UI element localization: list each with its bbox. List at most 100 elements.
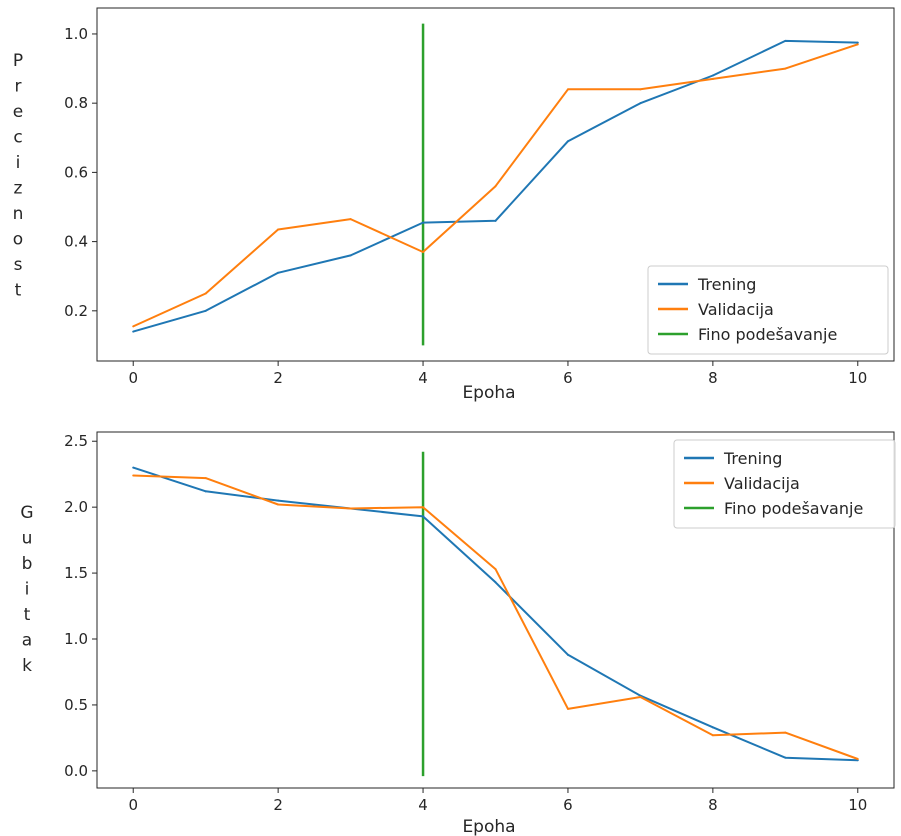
- precision-plot-frame: [96, 7, 895, 362]
- precision-series-trening-point: [639, 102, 642, 105]
- precision-ytick-label: 0.8: [64, 94, 88, 112]
- precision-series-trening-point: [856, 41, 859, 44]
- precision-series-trening-point: [784, 39, 787, 42]
- precision-ylabel-letter: r: [15, 77, 22, 97]
- loss-ylabel-letter: t: [24, 605, 31, 625]
- precision-series-trening-point: [494, 219, 497, 222]
- loss-series-trening-point: [204, 490, 207, 493]
- loss-ytick-label: 1.0: [64, 630, 88, 648]
- precision-series-validacija-point: [639, 88, 642, 91]
- loss-series-trening-point: [422, 515, 425, 518]
- loss-series-validacija-point: [204, 477, 207, 480]
- precision-legend-label: Validacija: [698, 300, 774, 319]
- precision-series-trening-point: [566, 140, 569, 143]
- loss-series-validacija-point: [784, 731, 787, 734]
- precision-series-validacija-point: [277, 228, 280, 231]
- precision-ylabel-letter: i: [16, 153, 21, 173]
- precision-series-validacija-point: [132, 325, 135, 328]
- loss-ytick-label: 2.5: [64, 432, 88, 450]
- precision-series-trening-point: [132, 330, 135, 333]
- precision-ylabel-letter: o: [13, 230, 23, 250]
- precision-series-validacija-point: [349, 218, 352, 221]
- precision-ylabel-letter: s: [14, 255, 23, 275]
- loss-ytick-label: 1.5: [64, 564, 88, 582]
- precision-series-trening-point: [711, 74, 714, 77]
- loss-series-trening-point: [277, 499, 280, 502]
- precision-ylabel-letter: n: [13, 204, 24, 224]
- precision-xtick-label: 2: [273, 369, 283, 387]
- loss-xlabel: Epoha: [462, 817, 515, 836]
- precision-ytick-label: 0.6: [64, 163, 88, 181]
- loss-series-validacija-point: [277, 503, 280, 506]
- loss-legend-label: Fino podešavanje: [724, 499, 863, 518]
- precision-series-validacija-point: [566, 88, 569, 91]
- precision-xtick-label: 4: [418, 369, 428, 387]
- precision-series-trening-point: [349, 254, 352, 257]
- precision-xlabel: Epoha: [462, 383, 515, 403]
- precision-plot-area: 0 2 4 6 8 10 0.2 0.4 0.6 0.8 1.0 Trening Validacija F…: [64, 23, 889, 387]
- loss-series-trening-point: [711, 726, 714, 729]
- loss-series-trening-point: [494, 581, 497, 584]
- loss-ytick-label: 2.0: [64, 498, 88, 516]
- precision-legend: [647, 265, 889, 355]
- loss-xtick-label: 8: [708, 796, 718, 814]
- loss-series-validacija-point: [349, 507, 352, 510]
- precision-series-trening-point: [277, 271, 280, 274]
- loss-ytick-label: 0.0: [64, 762, 88, 780]
- loss-xtick-label: 0: [128, 796, 138, 814]
- precision-ytick-label: 0.2: [64, 302, 88, 320]
- precision-ylabel-letter: P: [13, 51, 23, 71]
- precision-legend-label: Trening: [697, 275, 756, 294]
- precision-series-validacija-point: [711, 77, 714, 80]
- precision-ylabel-letter: z: [14, 179, 23, 199]
- loss-xtick-label: 2: [273, 796, 283, 814]
- precision-ytick-label: 0.4: [64, 233, 88, 251]
- precision-xtick-label: 10: [848, 369, 867, 387]
- loss-ylabel-letter: a: [22, 631, 32, 651]
- precision-xtick-label: 8: [708, 369, 718, 387]
- precision-xtick-label: 6: [563, 369, 573, 387]
- loss-xtick-label: 4: [418, 796, 428, 814]
- loss-legend-label: Validacija: [724, 474, 800, 493]
- precision-ylabel-letter: t: [15, 281, 22, 301]
- precision-series-trening-point: [422, 221, 425, 224]
- loss-series-validacija-point: [422, 506, 425, 509]
- precision-xtick-label: 0: [128, 369, 138, 387]
- loss-xtick-label: 6: [563, 796, 573, 814]
- precision-series-validacija-point: [422, 250, 425, 253]
- loss-ylabel-letter: u: [22, 529, 33, 549]
- precision-series-validacija-point: [784, 67, 787, 70]
- loss-series-trening-point: [784, 756, 787, 759]
- loss-series-trening-point: [566, 653, 569, 656]
- loss-series-validacija-point: [639, 696, 642, 699]
- loss-series-trening-point: [132, 466, 135, 469]
- loss-xtick-label: 10: [848, 796, 867, 814]
- loss-series-validacija-point: [494, 568, 497, 571]
- loss-plot-frame: [96, 431, 895, 789]
- loss-ylabel-letter: G: [20, 503, 33, 523]
- loss-ylabel-letter: k: [22, 656, 32, 676]
- loss-ytick-label: 0.5: [64, 696, 88, 714]
- loss-series-validacija-point: [856, 757, 859, 760]
- precision-ylabel-letter: c: [13, 128, 22, 148]
- loss-series-validacija-point: [566, 707, 569, 710]
- loss-series-validacija-point: [711, 734, 714, 737]
- precision-series-validacija-point: [204, 292, 207, 295]
- loss-legend: [673, 439, 896, 529]
- precision-legend-label: Fino podešavanje: [698, 325, 837, 344]
- precision-ytick-label: 1.0: [64, 25, 88, 43]
- precision-ylabel-letter: e: [13, 102, 23, 122]
- precision-series-validacija-point: [494, 185, 497, 188]
- precision-series-trening-point: [204, 309, 207, 312]
- loss-legend-label: Trening: [723, 449, 782, 468]
- precision-series-validacija-point: [856, 43, 859, 46]
- loss-ylabel-letter: b: [22, 554, 33, 574]
- loss-plot-area: 0 2 4 6 8 10 0.0 0.5 1.0 1.5 2.0 2.5 Trening Validaci…: [64, 432, 896, 814]
- loss-series-validacija-point: [132, 474, 135, 477]
- loss-ylabel-letter: i: [25, 580, 30, 600]
